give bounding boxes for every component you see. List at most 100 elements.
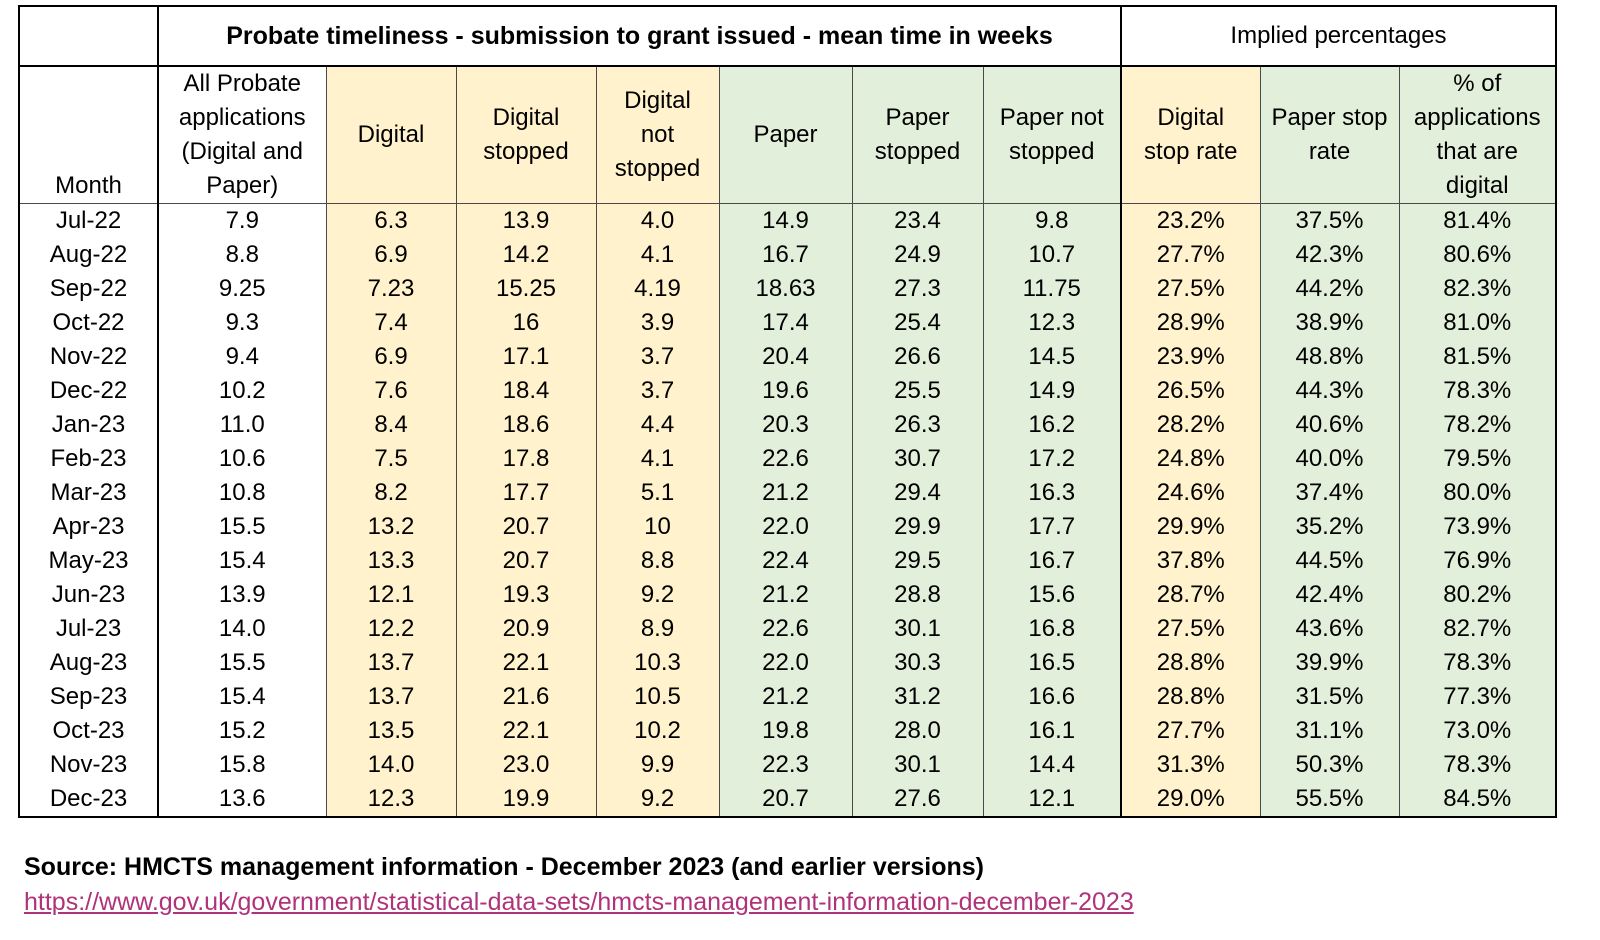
cell-paper: 21.2 bbox=[718, 680, 853, 714]
cell-paper-stopped: 30.7 bbox=[851, 442, 984, 476]
header-line: applications bbox=[178, 104, 306, 131]
cell-pct-digital: 82.7% bbox=[1398, 612, 1557, 646]
cell-digital-not-stopped: 4.4 bbox=[595, 408, 720, 442]
cell-paper-stop-rate: 48.8% bbox=[1259, 340, 1400, 374]
cell-paper-stopped: 29.5 bbox=[851, 544, 984, 578]
table-row: Nov-23 15.8 14.0 23.0 9.9 22.3 30.1 14.4 31.3% 50… bbox=[18, 748, 1557, 782]
cell-digital-stop-rate: 29.0% bbox=[1120, 782, 1261, 818]
cell-all-probate: 7.9 bbox=[157, 203, 327, 238]
cell-digital-stop-rate: 28.8% bbox=[1120, 680, 1261, 714]
table-row: Jun-23 13.9 12.1 19.3 9.2 21.2 28.8 15.6 28.7% 42… bbox=[18, 578, 1557, 612]
cell-pct-digital: 78.3% bbox=[1398, 748, 1557, 782]
cell-digital-stopped: 17.1 bbox=[455, 340, 597, 374]
cell-paper-not-stopped: 16.2 bbox=[982, 408, 1122, 442]
cell-digital: 6.9 bbox=[325, 238, 457, 272]
cell-digital-stop-rate: 24.8% bbox=[1120, 442, 1261, 476]
cell-paper-not-stopped: 16.8 bbox=[982, 612, 1122, 646]
corner-cell bbox=[18, 5, 159, 67]
cell-pct-digital: 81.4% bbox=[1398, 203, 1557, 238]
cell-paper-stopped: 31.2 bbox=[851, 680, 984, 714]
table-row: Jan-23 11.0 8.4 18.6 4.4 20.3 26.3 16.2 28.2% 40.… bbox=[18, 408, 1557, 442]
cell-month: Dec-23 bbox=[18, 782, 159, 818]
cell-digital-stopped: 13.9 bbox=[455, 203, 597, 238]
header-line: digital bbox=[1445, 172, 1509, 199]
cell-paper-not-stopped: 16.5 bbox=[982, 646, 1122, 680]
header-line: stopped bbox=[483, 138, 569, 165]
table-row: Sep-23 15.4 13.7 21.6 10.5 21.2 31.2 16.6 28.8% 3… bbox=[18, 680, 1557, 714]
cell-paper: 21.2 bbox=[718, 476, 853, 510]
cell-pct-digital: 77.3% bbox=[1398, 680, 1557, 714]
cell-month: Jul-22 bbox=[18, 203, 159, 238]
cell-month: Apr-23 bbox=[18, 510, 159, 544]
cell-paper: 19.8 bbox=[718, 714, 853, 748]
cell-digital-not-stopped: 10 bbox=[595, 510, 720, 544]
cell-pct-digital: 81.0% bbox=[1398, 306, 1557, 340]
cell-month: Nov-23 bbox=[18, 748, 159, 782]
cell-digital-not-stopped: 4.1 bbox=[595, 238, 720, 272]
cell-paper-stop-rate: 40.6% bbox=[1259, 408, 1400, 442]
cell-digital-stop-rate: 28.2% bbox=[1120, 408, 1261, 442]
cell-digital: 7.4 bbox=[325, 306, 457, 340]
cell-paper-stop-rate: 31.1% bbox=[1259, 714, 1400, 748]
cell-paper: 22.0 bbox=[718, 646, 853, 680]
cell-pct-digital: 84.5% bbox=[1398, 782, 1557, 818]
cell-paper-not-stopped: 9.8 bbox=[982, 203, 1122, 238]
cell-paper-stop-rate: 55.5% bbox=[1259, 782, 1400, 818]
table-row: Feb-23 10.6 7.5 17.8 4.1 22.6 30.7 17.2 24.8% 40.… bbox=[18, 442, 1557, 476]
cell-paper: 22.3 bbox=[718, 748, 853, 782]
cell-month: Jun-23 bbox=[18, 578, 159, 612]
cell-digital-not-stopped: 10.3 bbox=[595, 646, 720, 680]
header-paper: Paper bbox=[718, 66, 853, 204]
header-line: stopped bbox=[614, 155, 701, 182]
cell-digital: 7.5 bbox=[325, 442, 457, 476]
header-line: Digital bbox=[492, 104, 560, 131]
header-line: Digital bbox=[1157, 104, 1225, 131]
cell-digital-stopped: 20.7 bbox=[455, 510, 597, 544]
cell-digital-not-stopped: 4.19 bbox=[595, 272, 720, 306]
cell-digital-stop-rate: 23.9% bbox=[1120, 340, 1261, 374]
cell-digital-stopped: 23.0 bbox=[455, 748, 597, 782]
table-row: Aug-22 8.8 6.9 14.2 4.1 16.7 24.9 10.7 27.7% 42.3… bbox=[18, 238, 1557, 272]
header-line: Paper not bbox=[999, 104, 1104, 131]
header-paper-stop-rate: Paper stop rate bbox=[1259, 66, 1400, 204]
cell-digital: 13.2 bbox=[325, 510, 457, 544]
cell-all-probate: 15.4 bbox=[157, 680, 327, 714]
cell-all-probate: 13.9 bbox=[157, 578, 327, 612]
cell-digital-not-stopped: 3.9 bbox=[595, 306, 720, 340]
cell-paper-stopped: 27.3 bbox=[851, 272, 984, 306]
cell-digital-not-stopped: 3.7 bbox=[595, 340, 720, 374]
header-paper-stopped: Paper stopped bbox=[851, 66, 984, 204]
cell-all-probate: 15.4 bbox=[157, 544, 327, 578]
table-row: Oct-22 9.3 7.4 16 3.9 17.4 25.4 12.3 28.9% 38.9% 8… bbox=[18, 306, 1557, 340]
cell-digital: 13.3 bbox=[325, 544, 457, 578]
cell-paper-not-stopped: 11.75 bbox=[982, 272, 1122, 306]
cell-paper-not-stopped: 12.3 bbox=[982, 306, 1122, 340]
header-digital-stop-rate: Digital stop rate bbox=[1120, 66, 1261, 204]
cell-digital: 13.7 bbox=[325, 646, 457, 680]
header-line: % of bbox=[1453, 70, 1502, 97]
cell-digital-stop-rate: 27.5% bbox=[1120, 612, 1261, 646]
cell-digital-not-stopped: 10.5 bbox=[595, 680, 720, 714]
cell-paper: 14.9 bbox=[718, 203, 853, 238]
cell-paper-stopped: 24.9 bbox=[851, 238, 984, 272]
cell-paper-stop-rate: 50.3% bbox=[1259, 748, 1400, 782]
probate-timeliness-table: Probate timeliness - submission to grant… bbox=[18, 5, 1557, 818]
cell-digital-stop-rate: 24.6% bbox=[1120, 476, 1261, 510]
cell-pct-digital: 80.0% bbox=[1398, 476, 1557, 510]
cell-pct-digital: 73.0% bbox=[1398, 714, 1557, 748]
cell-digital: 7.23 bbox=[325, 272, 457, 306]
cell-month: Jan-23 bbox=[18, 408, 159, 442]
table-row: Dec-23 13.6 12.3 19.9 9.2 20.7 27.6 12.1 29.0% 55… bbox=[18, 782, 1557, 818]
cell-digital: 13.7 bbox=[325, 680, 457, 714]
header-digital-stopped: Digital stopped bbox=[455, 66, 597, 204]
cell-digital-stopped: 16 bbox=[455, 306, 597, 340]
cell-month: Mar-23 bbox=[18, 476, 159, 510]
cell-digital-stop-rate: 37.8% bbox=[1120, 544, 1261, 578]
source-link[interactable]: https://www.gov.uk/government/statistica… bbox=[24, 888, 1134, 916]
cell-all-probate: 9.4 bbox=[157, 340, 327, 374]
header-line: stopped bbox=[874, 138, 961, 165]
cell-month: Oct-22 bbox=[18, 306, 159, 340]
header-line: Digital bbox=[624, 87, 691, 114]
cell-month: Sep-23 bbox=[18, 680, 159, 714]
cell-paper-stop-rate: 39.9% bbox=[1259, 646, 1400, 680]
